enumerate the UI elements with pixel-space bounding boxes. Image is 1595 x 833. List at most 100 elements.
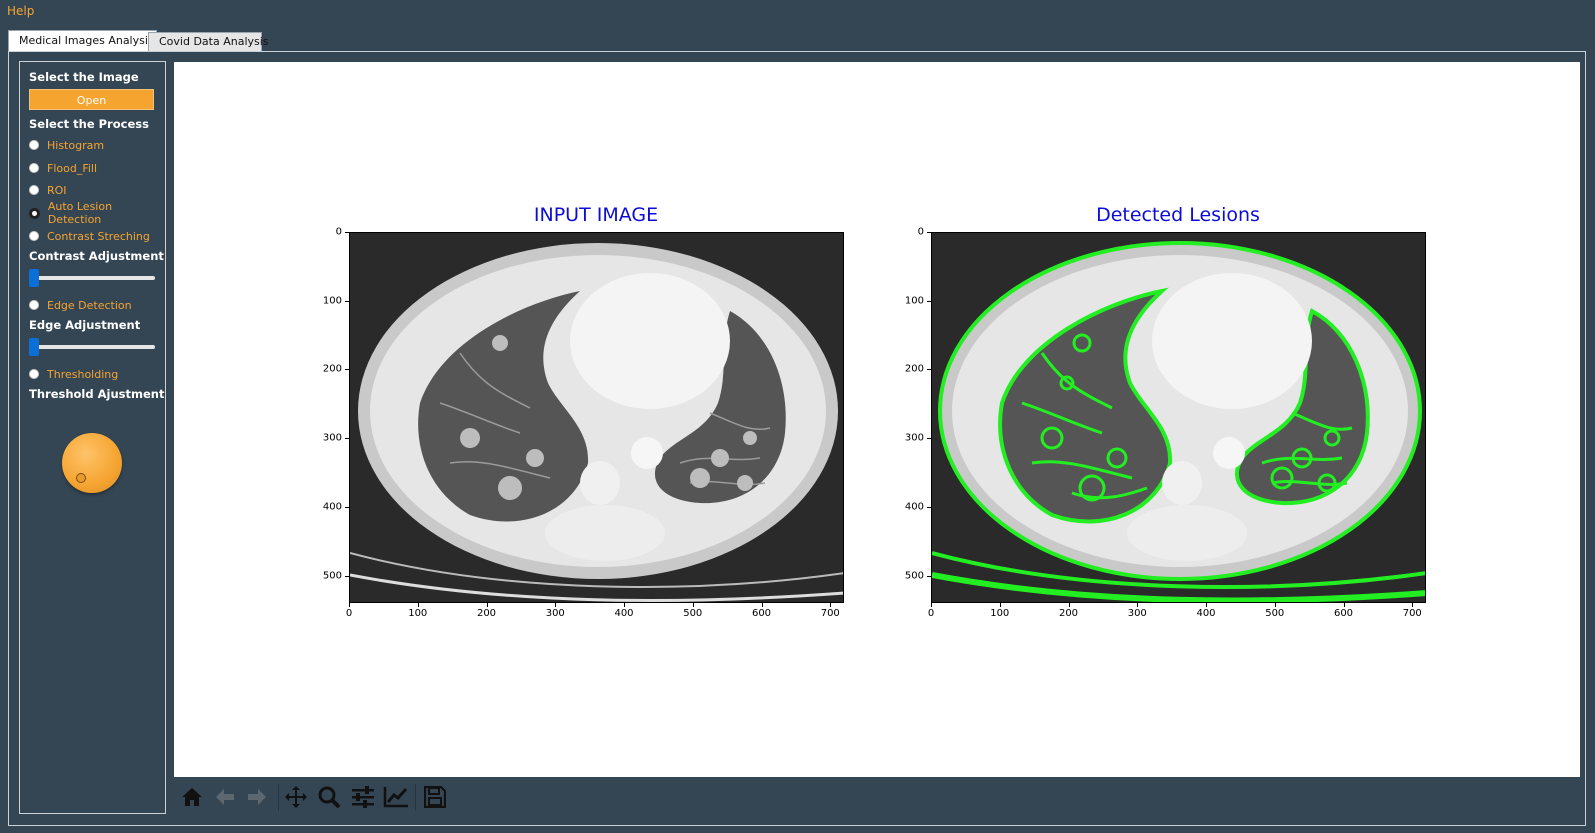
edit-axis-icon[interactable] <box>381 782 411 812</box>
x-tick-mark <box>1137 603 1139 607</box>
y-tick-mark <box>345 369 349 371</box>
y-tick-label: 0 <box>335 226 342 238</box>
x-tick-label: 600 <box>1333 608 1354 619</box>
toolbar-separator <box>415 784 416 811</box>
x-tick-mark <box>761 603 763 607</box>
x-tick-mark <box>1343 603 1345 607</box>
x-tick-label: 400 <box>1196 608 1216 619</box>
threshold-adjustment-label: Threshold Ajustment <box>29 387 165 401</box>
y-tick-mark <box>927 575 931 577</box>
slider-track[interactable] <box>29 345 155 349</box>
radio-indicator[interactable] <box>29 231 39 241</box>
x-tick-mark <box>931 603 932 607</box>
select-process-label: Select the Process <box>29 117 149 131</box>
x-tick-mark <box>1206 603 1207 607</box>
x-tick-mark <box>1274 603 1276 607</box>
y-tick-label: 500 <box>904 570 924 582</box>
home-icon[interactable] <box>177 782 207 812</box>
menu-bar: Help <box>0 0 1595 22</box>
y-tick-mark <box>345 438 349 440</box>
x-tick-label: 0 <box>345 608 353 619</box>
open-button[interactable]: Open <box>29 89 154 110</box>
x-tick-mark <box>830 603 832 607</box>
x-tick-label: 200 <box>476 608 497 619</box>
radio-label: Flood_Fill <box>47 161 98 175</box>
radio-label: ROI <box>47 183 67 197</box>
forward-icon[interactable] <box>242 782 272 812</box>
edge-adjustment-label: Edge Adjustment <box>29 318 141 332</box>
x-tick-mark <box>486 603 488 607</box>
save-icon[interactable] <box>420 782 450 812</box>
radio-auto-lesion-detection[interactable]: Auto Lesion Detection <box>29 200 165 226</box>
x-tick-mark <box>999 603 1001 607</box>
x-tick-mark <box>1412 603 1414 607</box>
x-tick-label: 0 <box>927 608 935 619</box>
radio-indicator[interactable] <box>29 369 39 379</box>
threshold-dial[interactable] <box>62 433 122 493</box>
x-tick-label: 500 <box>1265 608 1285 619</box>
input-image-axes[interactable] <box>349 232 844 603</box>
slider-handle[interactable] <box>29 338 39 356</box>
radio-indicator[interactable] <box>29 185 39 195</box>
x-tick-mark <box>1068 603 1070 607</box>
x-tick-label: 700 <box>820 608 840 619</box>
radio-roi[interactable]: ROI <box>29 182 67 198</box>
ct-scan-input-image <box>350 233 843 602</box>
y-tick-label: 400 <box>904 501 924 513</box>
x-tick-label: 500 <box>683 608 703 619</box>
y-tick-label: 500 <box>322 570 342 582</box>
edge-slider[interactable] <box>29 338 155 356</box>
x-tick-label: 400 <box>614 608 634 619</box>
plot-title-input: INPUT IMAGE <box>533 204 659 226</box>
radio-label: Auto Lesion Detection <box>47 200 113 226</box>
radio-indicator[interactable] <box>29 163 39 173</box>
radio-indicator[interactable] <box>29 140 39 150</box>
toolbar-separator <box>278 784 279 811</box>
slider-track[interactable] <box>29 276 155 280</box>
y-tick-label: 200 <box>322 363 342 375</box>
y-tick-mark <box>345 232 349 233</box>
x-tick-label: 100 <box>990 608 1010 619</box>
pan-icon[interactable] <box>281 782 311 812</box>
tab-medical-images-analysis[interactable]: Medical Images Analysis <box>8 30 157 52</box>
contrast-adjustment-label: Contrast Adjustment <box>29 249 164 263</box>
y-tick-mark <box>927 232 931 233</box>
ct-scan-lesion-image <box>932 233 1425 602</box>
radio-indicator-checked[interactable] <box>29 207 40 219</box>
dial-knob[interactable] <box>76 473 86 483</box>
x-tick-label: 300 <box>545 608 565 619</box>
radio-label: Thresholding <box>47 367 119 381</box>
y-tick-label: 200 <box>904 363 924 375</box>
y-tick-label: 100 <box>322 295 342 307</box>
x-tick-mark <box>624 603 625 607</box>
zoom-icon[interactable] <box>314 782 344 812</box>
y-tick-mark <box>345 575 349 577</box>
x-tick-label: 600 <box>751 608 772 619</box>
contrast-slider[interactable] <box>29 269 155 287</box>
radio-contrast-streching[interactable]: Contrast Streching <box>29 228 150 244</box>
radio-label: Histogram <box>47 138 105 152</box>
menu-help[interactable]: Help <box>7 4 35 18</box>
y-tick-mark <box>927 506 931 508</box>
radio-label: Edge Detection <box>47 298 132 312</box>
y-tick-mark <box>927 300 931 302</box>
y-tick-label: 400 <box>322 501 342 513</box>
back-icon[interactable] <box>210 782 240 812</box>
y-tick-label: 100 <box>904 295 924 307</box>
radio-flood-fill[interactable]: Flood_Fill <box>29 160 97 176</box>
slider-handle[interactable] <box>29 269 39 287</box>
radio-histogram[interactable]: Histogram <box>29 137 104 153</box>
plot-toolbar <box>174 777 1580 818</box>
detected-lesions-axes[interactable] <box>931 232 1426 603</box>
x-tick-mark <box>349 603 350 607</box>
tab-covid-data-analysis[interactable]: Covid Data Analysis <box>148 32 269 52</box>
y-tick-mark <box>345 300 349 302</box>
x-tick-label: 200 <box>1058 608 1079 619</box>
radio-thresholding[interactable]: Thresholding <box>29 366 118 382</box>
radio-edge-detection[interactable]: Edge Detection <box>29 297 132 313</box>
tab-pane <box>8 51 1586 826</box>
configure-subplots-icon[interactable] <box>348 782 378 812</box>
plot-canvas[interactable]: INPUT IMAGE <box>174 62 1580 777</box>
x-tick-mark <box>555 603 557 607</box>
radio-indicator[interactable] <box>29 300 39 310</box>
